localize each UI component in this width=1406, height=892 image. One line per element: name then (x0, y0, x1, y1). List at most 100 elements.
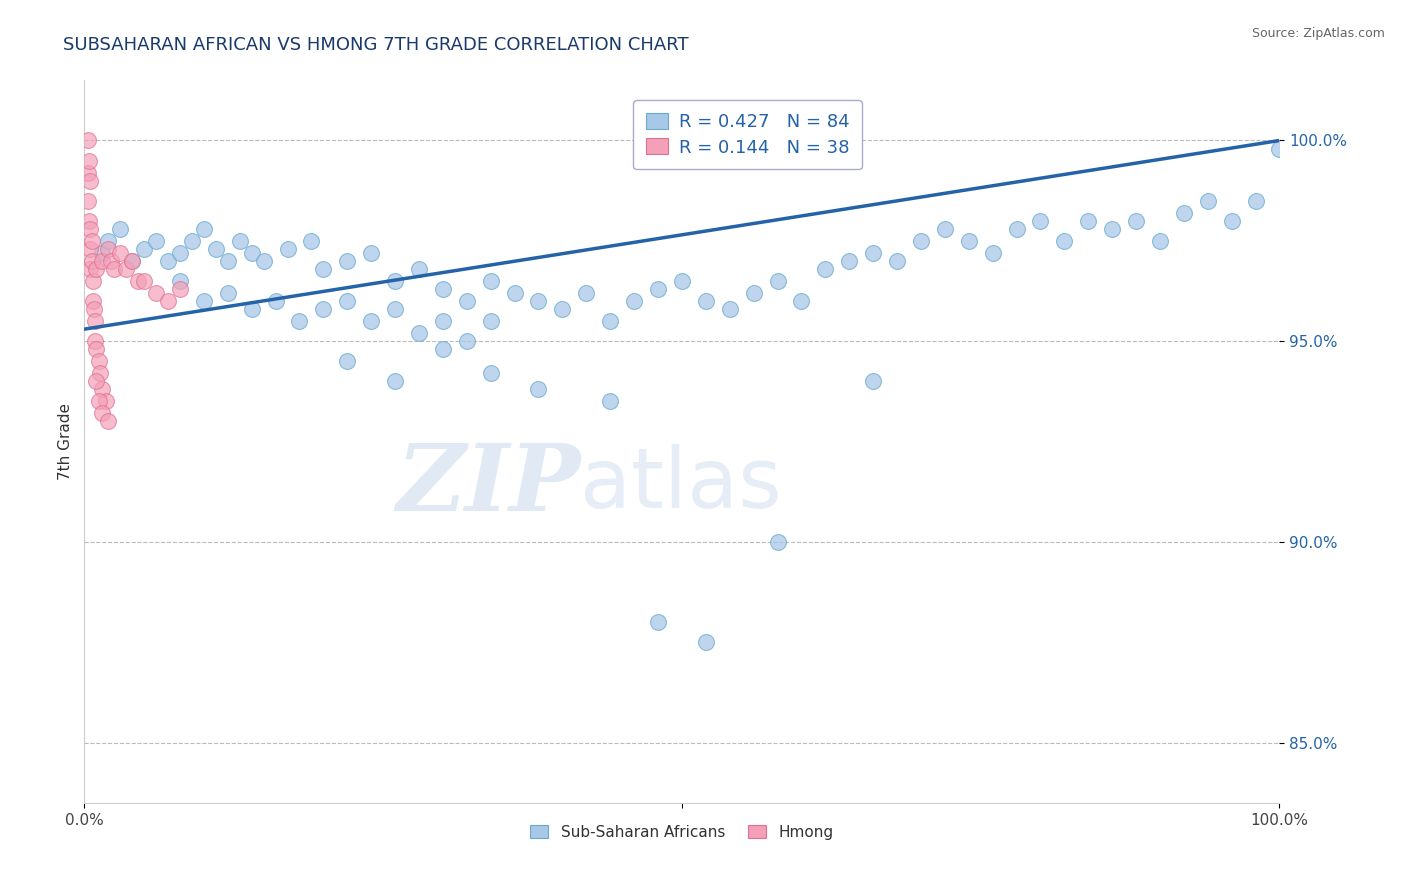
Point (1244, 194, 1267, 208)
Point (84, 334, 107, 349)
Point (647, 615, 669, 630)
Point (1197, 194, 1219, 208)
Point (1101, 222, 1123, 236)
Text: SUBSAHARAN AFRICAN VS HMONG 7TH GRADE CORRELATION CHART: SUBSAHARAN AFRICAN VS HMONG 7TH GRADE CO… (63, 36, 689, 54)
Point (79, 222, 101, 236)
Y-axis label: 7th Grade: 7th Grade (58, 403, 73, 480)
Point (157, 254, 180, 268)
Point (97, 242, 120, 256)
Point (1173, 206, 1195, 220)
Point (97, 234, 120, 248)
Point (408, 326, 430, 341)
Text: atlas: atlas (581, 444, 782, 525)
Point (91, 254, 114, 268)
Point (145, 285, 167, 300)
Point (97, 415, 120, 429)
Point (1149, 234, 1171, 248)
Point (83, 302, 105, 317)
Point (100, 254, 122, 268)
Point (1005, 222, 1028, 236)
Point (312, 302, 335, 317)
Point (862, 375, 884, 389)
Point (77, 153, 100, 168)
Point (240, 246, 263, 260)
Point (384, 274, 406, 288)
Point (121, 254, 143, 268)
Point (277, 242, 299, 256)
Point (981, 246, 1004, 260)
Text: Source: ZipAtlas.com: Source: ZipAtlas.com (1251, 27, 1385, 40)
Point (77, 194, 100, 208)
Point (527, 294, 550, 309)
Point (86, 375, 108, 389)
Point (181, 234, 204, 248)
Point (240, 302, 263, 317)
Point (301, 234, 323, 248)
Point (432, 343, 454, 357)
Point (742, 285, 765, 300)
Point (551, 302, 574, 317)
Point (87, 354, 110, 368)
Point (527, 383, 550, 397)
Point (82, 294, 104, 309)
Legend: Sub-Saharan Africans, Hmong: Sub-Saharan Africans, Hmong (524, 819, 839, 846)
Point (253, 254, 276, 268)
Point (229, 234, 252, 248)
Point (479, 314, 502, 328)
Point (77, 134, 100, 148)
Point (575, 285, 598, 300)
Point (121, 254, 143, 268)
Point (718, 302, 741, 317)
Point (84, 314, 107, 328)
Point (1077, 213, 1099, 227)
Point (193, 222, 215, 236)
Point (80, 254, 103, 268)
Point (1029, 213, 1052, 227)
Point (456, 294, 478, 309)
Point (934, 222, 956, 236)
Point (360, 246, 382, 260)
Point (336, 294, 359, 309)
Point (599, 394, 621, 409)
Point (336, 254, 359, 268)
Point (193, 294, 215, 309)
Point (264, 294, 287, 309)
Point (145, 234, 167, 248)
Point (91, 246, 114, 260)
Point (80, 234, 103, 248)
Point (862, 246, 884, 260)
Point (1220, 213, 1243, 227)
Point (91, 383, 114, 397)
Point (132, 274, 156, 288)
Point (169, 246, 191, 260)
Point (408, 262, 430, 277)
Point (89, 367, 111, 381)
Point (360, 314, 382, 328)
Point (312, 262, 335, 277)
Point (82, 274, 104, 288)
Point (1053, 234, 1076, 248)
Point (169, 274, 191, 288)
Point (671, 274, 693, 288)
Point (217, 254, 239, 268)
Point (384, 302, 406, 317)
Point (110, 222, 132, 236)
Point (838, 254, 860, 268)
Point (77, 213, 100, 227)
Point (695, 635, 717, 649)
Point (479, 274, 502, 288)
Point (94, 394, 117, 409)
Point (647, 282, 669, 296)
Point (503, 285, 526, 300)
Point (157, 294, 180, 309)
Point (957, 234, 980, 248)
Point (599, 314, 621, 328)
Point (432, 282, 454, 296)
Text: ZIP: ZIP (396, 440, 581, 530)
Point (456, 334, 478, 349)
Point (766, 535, 789, 549)
Point (695, 294, 717, 309)
Point (132, 242, 156, 256)
Point (110, 246, 132, 260)
Point (86, 262, 108, 277)
